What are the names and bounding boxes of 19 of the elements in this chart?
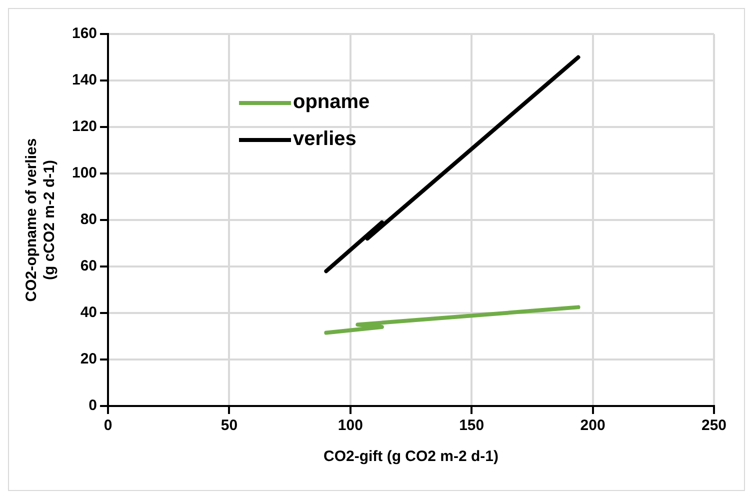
x-axis-title: CO2-gift (g CO2 m-2 d-1) [324,448,499,466]
y-tick-label: 120 [72,118,98,136]
y-tick-label: 80 [80,211,98,228]
y-tick-label: 160 [72,25,98,42]
legend-label: opname [293,91,370,114]
x-tick-label: 200 [580,417,606,434]
y-tick-label: 60 [80,258,98,275]
x-tick-label: 150 [459,417,484,434]
y-axis-title: CO2-opname of verlies (g cCO2 m-2 d-1) [23,138,58,302]
y-tick-label: 20 [80,350,98,368]
x-tick-label: 100 [338,417,363,434]
x-tick-label: 50 [220,417,238,434]
legend-label: verlies [293,128,356,151]
x-tick-label: 250 [701,417,727,434]
x-tick-label: 0 [104,417,112,434]
y-tick-label: 140 [72,72,98,89]
y-tick-label: 40 [80,304,98,322]
y-tick-label: 100 [72,164,98,182]
y-tick-label: 0 [88,397,98,414]
